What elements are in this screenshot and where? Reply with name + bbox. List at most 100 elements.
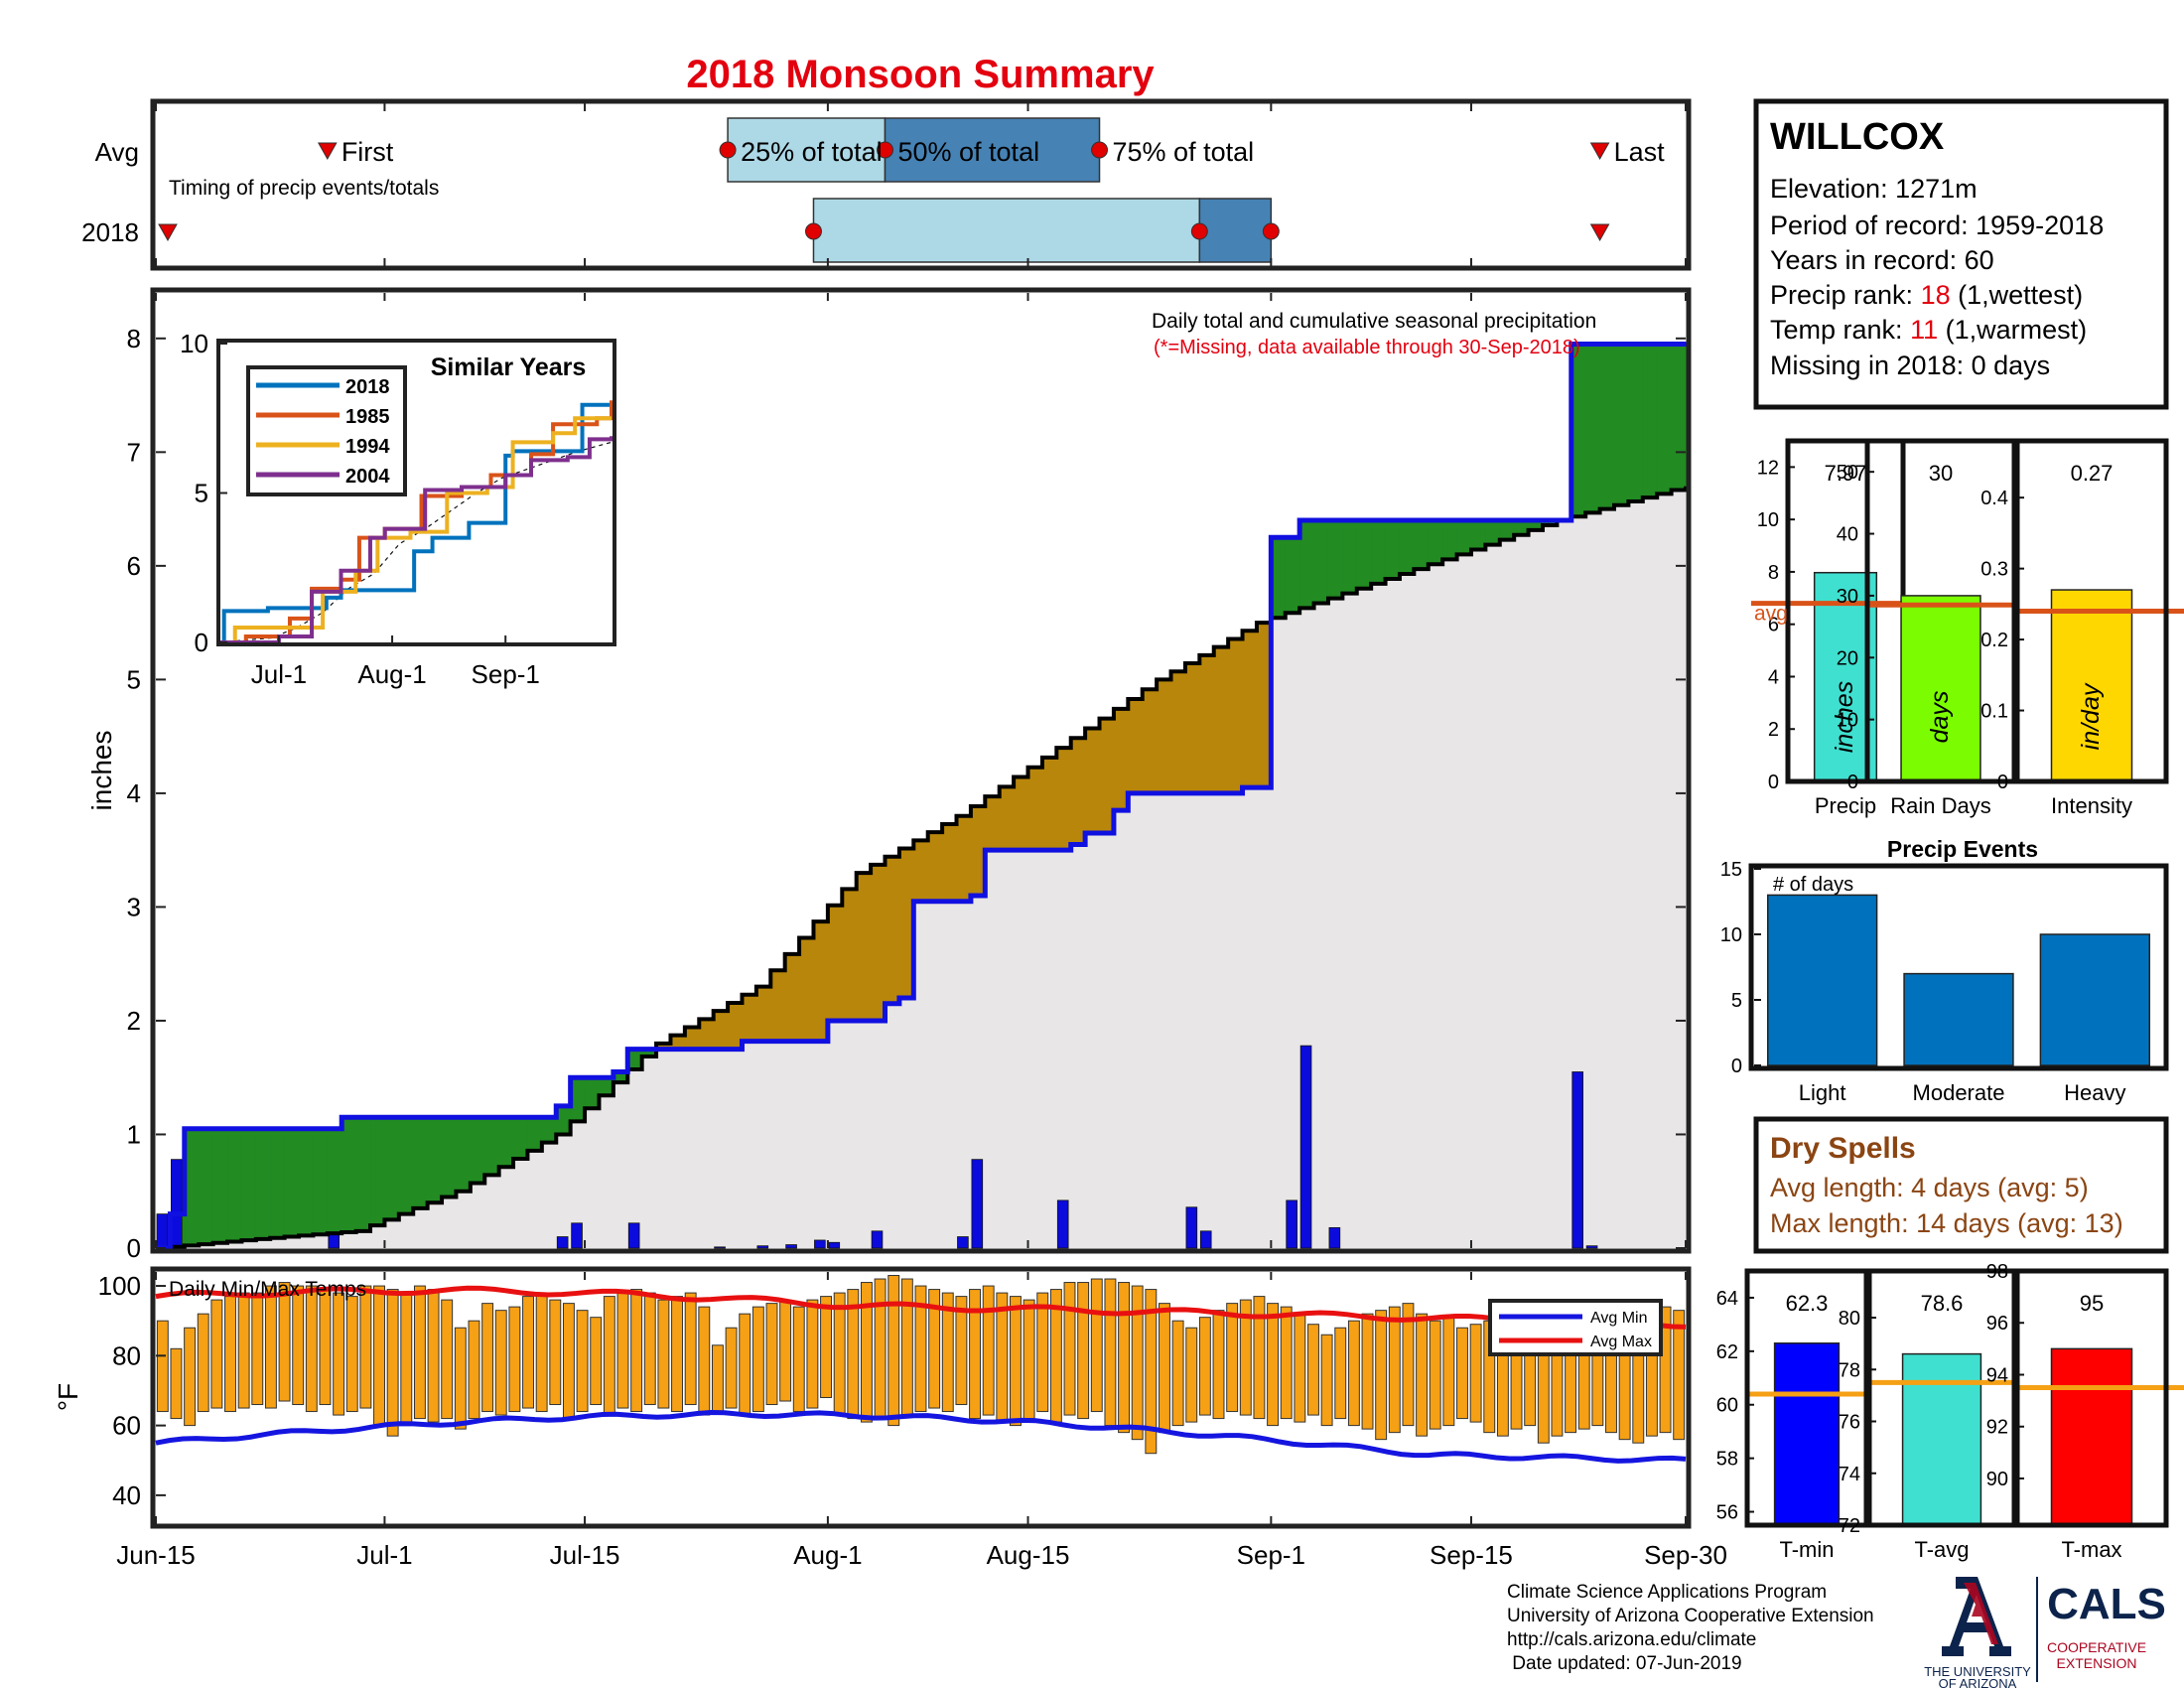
x-tick-label: Aug-1 [793, 1540, 862, 1570]
cumulative-difference-band [341, 1117, 357, 1232]
event-category-label: Light [1799, 1080, 1846, 1105]
cumulative-difference-band [627, 1049, 643, 1070]
daily-temp-range-bar [860, 1282, 873, 1423]
precip-rank-prefix: Precip rank: [1770, 280, 1921, 310]
daily-temp-range-bar [643, 1292, 656, 1406]
precip-stat-avg-label: avg [1754, 603, 1788, 626]
precip-events-chart: Precip Events Light Moderate Heavy 0 5 10 15 #… [1720, 836, 2169, 1105]
daily-temp-range-bar [359, 1285, 372, 1409]
timing-25-label: 25% of total [741, 137, 883, 167]
precip-plot-area [156, 342, 1689, 1251]
daily-precip-bar [785, 1244, 797, 1249]
cumulative-difference-band [927, 832, 943, 902]
cals-coop-line-1: COOPERATIVE [2047, 1639, 2146, 1655]
daily-temp-range-bar [1131, 1285, 1144, 1441]
tavg-stat-frame [1866, 1268, 2017, 1528]
missing-note: (*=Missing, data available through 30-Se… [1154, 337, 1580, 358]
daily-temp-range-bar [1442, 1317, 1455, 1427]
x-tick-label: Jun-15 [116, 1540, 196, 1570]
precip-stat-y-tick-label: 12 [1757, 457, 1779, 479]
cumulative-difference-band [184, 1128, 200, 1246]
events-title: Precip Events [1887, 836, 2038, 862]
daily-temp-range-bar [1416, 1313, 1429, 1437]
cumulative-difference-band [856, 873, 872, 1021]
timing-row-2018: 2018 [81, 217, 139, 247]
temps-panel: 40 60 80 100 Daily Min/Max Temps °F Avg Min… [53, 1266, 1692, 1529]
precip-y-tick-label: 8 [127, 324, 141, 353]
intensity-stat-value: 0.27 [2071, 461, 2114, 486]
intensity-stat-y-tick-label: 0 [1997, 772, 2008, 793]
events-frame [1748, 863, 2169, 1071]
daily-temp-range-bar [535, 1292, 548, 1413]
precip-y-tick-label: 2 [127, 1006, 141, 1036]
cumulative-difference-band [1170, 671, 1186, 793]
tmax-stat: 95 90 92 94 96 98 T-max [1986, 1261, 2184, 1562]
tavg-stat-value: 78.6 [1921, 1291, 1964, 1316]
cumulative-difference-band [1356, 520, 1372, 589]
daily-temp-range-bar [671, 1296, 683, 1413]
cumulative-difference-band [1228, 638, 1244, 793]
cumulative-difference-band [1041, 757, 1057, 851]
daily-temp-range-bar [779, 1299, 792, 1402]
station-period: Period of record: 1959-2018 [1770, 211, 2104, 240]
x-tick-label: Sep-1 [1237, 1540, 1305, 1570]
timing-last-label: Last [1614, 137, 1666, 167]
cals-coop-line-2: EXTENSION [2057, 1655, 2137, 1671]
cumulative-difference-band [299, 1128, 315, 1236]
cumulative-difference-band [270, 1128, 286, 1238]
precip-stat-y-tick-label: 0 [1768, 772, 1779, 793]
daily-precip-bar [171, 1159, 183, 1249]
daily-temp-range-bar [941, 1292, 954, 1413]
raindays-stat-label: Rain Days [1890, 793, 1990, 818]
daily-precip-bar [957, 1236, 969, 1249]
cumulative-difference-band [1528, 520, 1544, 530]
cumulative-difference-band [1213, 646, 1229, 793]
station-info-frame [1753, 98, 2169, 410]
precip-note: Daily total and cumulative seasonal prec… [1152, 310, 1596, 333]
daily-temp-range-bar [833, 1292, 846, 1416]
precip-y-tick-label: 6 [127, 551, 141, 581]
daily-temp-range-bar [1239, 1299, 1252, 1416]
temps-y-tick-label: 80 [112, 1340, 141, 1370]
x-tick-label: Sep-15 [1430, 1540, 1513, 1570]
daily-temp-range-bar [996, 1292, 1009, 1423]
temps-y-tick-label: 40 [112, 1480, 141, 1510]
inset-series-line-2004 [220, 436, 614, 644]
cumulative-difference-band [541, 1117, 557, 1143]
cumulative-difference-band [1442, 520, 1458, 560]
tmax-stat-y-tick-label: 94 [1986, 1364, 2008, 1386]
x-tick-label: Jul-15 [550, 1540, 620, 1570]
cumulative-difference-band [728, 1002, 744, 1050]
cumulative-difference-band [842, 889, 858, 1021]
raindays-stat-y-tick-label: 40 [1837, 524, 1858, 546]
daily-temp-range-bar [1320, 1334, 1333, 1427]
station-elevation: Elevation: 1271m [1770, 174, 1978, 204]
cumulative-difference-band [1099, 718, 1115, 833]
daily-temp-range-bar [1159, 1303, 1170, 1434]
daily-temp-range-bar [792, 1306, 805, 1413]
tmin-stat-y-tick-label: 60 [1716, 1395, 1738, 1417]
daily-precip-bar [971, 1159, 984, 1249]
cumulative-difference-band [1299, 520, 1315, 609]
daily-temp-range-bar [1388, 1306, 1401, 1434]
cumulative-difference-band [1199, 654, 1215, 793]
tmax-stat-y-tick-label: 90 [1986, 1469, 2008, 1490]
figure-title: 2018 Monsoon Summary [686, 53, 1155, 96]
daily-temp-range-bar [373, 1285, 385, 1427]
dry-spells-box: Dry Spells Avg length: 4 days (avg: 5) M… [1753, 1116, 2169, 1254]
daily-precip-bar [1328, 1226, 1341, 1249]
events-y-tick-label: 0 [1731, 1055, 1742, 1077]
daily-temp-range-bar [603, 1296, 615, 1416]
cumulative-difference-band [284, 1128, 300, 1237]
intensity-stat-label: Intensity [2051, 793, 2132, 818]
precip-stat-y-tick-label: 2 [1768, 719, 1779, 741]
events-y-tick-label: 10 [1720, 924, 1742, 946]
daily-precip-bar [156, 1213, 169, 1249]
timing-frame [150, 98, 1692, 271]
x-tick-label: Aug-15 [987, 1540, 1070, 1570]
avg-min-temp-line [155, 1409, 1687, 1464]
daily-temp-range-bar [751, 1306, 764, 1413]
daily-precip-bar [1571, 1071, 1583, 1249]
event-bar-heavy [2039, 933, 2151, 1066]
tavg-stat-y-tick-label: 72 [1839, 1515, 1860, 1537]
